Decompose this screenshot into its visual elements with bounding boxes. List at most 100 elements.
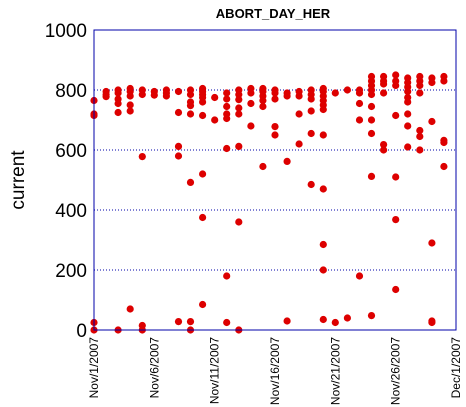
data-point <box>199 98 207 106</box>
data-point <box>235 142 243 150</box>
x-tick-label: Nov/6/2007 <box>147 337 161 399</box>
data-point <box>367 172 376 180</box>
data-point <box>392 71 400 79</box>
data-point <box>126 305 134 313</box>
data-point <box>367 312 376 320</box>
data-point <box>355 116 364 124</box>
data-point <box>404 110 412 118</box>
data-point <box>283 157 291 165</box>
data-point <box>367 102 376 111</box>
x-tick-label: Nov/11/2007 <box>208 337 222 404</box>
data-point <box>404 87 412 96</box>
plot-frame <box>93 29 457 331</box>
data-point <box>211 93 219 102</box>
data-point <box>271 95 279 103</box>
data-point <box>223 95 231 103</box>
data-point <box>199 111 207 120</box>
data-point <box>259 96 267 105</box>
data-point <box>259 162 267 171</box>
x-tick-label: Nov/26/2007 <box>389 337 403 405</box>
data-point <box>355 272 364 280</box>
data-point <box>235 104 243 112</box>
data-point <box>392 111 400 120</box>
data-point <box>186 90 195 99</box>
data-point <box>392 285 400 294</box>
data-point <box>392 173 400 181</box>
data-point <box>283 92 291 100</box>
data-point <box>114 108 122 117</box>
data-point <box>440 162 448 171</box>
data-point <box>223 102 231 111</box>
data-point <box>343 86 351 94</box>
data-point <box>199 170 207 178</box>
data-point <box>259 102 267 111</box>
data-point <box>367 129 376 138</box>
data-point <box>428 318 436 327</box>
data-point <box>174 152 183 160</box>
x-tick-label: Dec/1/2007 <box>449 337 463 399</box>
data-point <box>307 180 315 189</box>
data-point <box>114 89 122 97</box>
y-tick-label: 200 <box>55 261 87 282</box>
data-point <box>367 90 376 99</box>
data-point <box>428 117 436 126</box>
x-axis-ticks: Nov/1/2007 Nov/6/2007 Nov/11/2007 Nov/16/20… <box>87 337 463 405</box>
data-point <box>307 95 315 103</box>
x-tick-label: Nov/1/2007 <box>87 337 101 399</box>
y-axis-label: current <box>8 150 29 210</box>
data-point <box>283 317 291 325</box>
data-point <box>416 146 424 154</box>
data-point <box>174 318 183 326</box>
data-point <box>223 89 231 97</box>
data-point <box>380 89 388 97</box>
grid-lines <box>94 89 456 271</box>
data-point <box>247 122 255 130</box>
data-point <box>331 89 339 97</box>
data-point <box>126 101 134 109</box>
data-point <box>343 314 351 322</box>
y-tick-label: 0 <box>76 321 87 342</box>
data-point <box>247 89 255 97</box>
data-point <box>235 110 243 118</box>
data-point <box>271 89 279 97</box>
chart-title: ABORT_DAY_HER <box>216 6 331 21</box>
data-point <box>247 99 255 108</box>
data-point <box>199 300 207 309</box>
data-point <box>138 90 146 99</box>
data-point <box>319 240 327 249</box>
y-tick-label: 1000 <box>45 21 87 42</box>
data-point <box>440 77 448 85</box>
data-point <box>307 129 315 138</box>
data-point <box>186 110 195 118</box>
data-point <box>355 99 364 108</box>
data-point <box>235 96 243 104</box>
data-point <box>186 178 195 186</box>
data-point <box>223 114 231 123</box>
data-point <box>223 144 231 153</box>
data-point <box>186 102 195 110</box>
data-point <box>428 239 436 247</box>
data-point <box>126 92 134 100</box>
data-point <box>211 116 219 124</box>
data-point <box>295 110 303 118</box>
data-point <box>102 93 110 101</box>
data-point <box>138 153 146 161</box>
data-point <box>355 89 364 97</box>
data-point <box>295 140 303 148</box>
data-point <box>428 78 436 87</box>
data-point <box>331 318 339 327</box>
data-point <box>307 107 315 115</box>
data-points <box>90 71 448 334</box>
data-point <box>416 81 424 90</box>
data-point <box>235 218 243 226</box>
data-point <box>404 122 412 130</box>
y-tick-label: 400 <box>55 201 87 222</box>
data-point <box>319 315 327 324</box>
data-point <box>319 131 327 139</box>
data-point <box>223 318 231 327</box>
data-point <box>174 108 183 117</box>
data-point <box>295 92 303 100</box>
data-point <box>416 89 424 97</box>
data-point <box>392 81 400 90</box>
